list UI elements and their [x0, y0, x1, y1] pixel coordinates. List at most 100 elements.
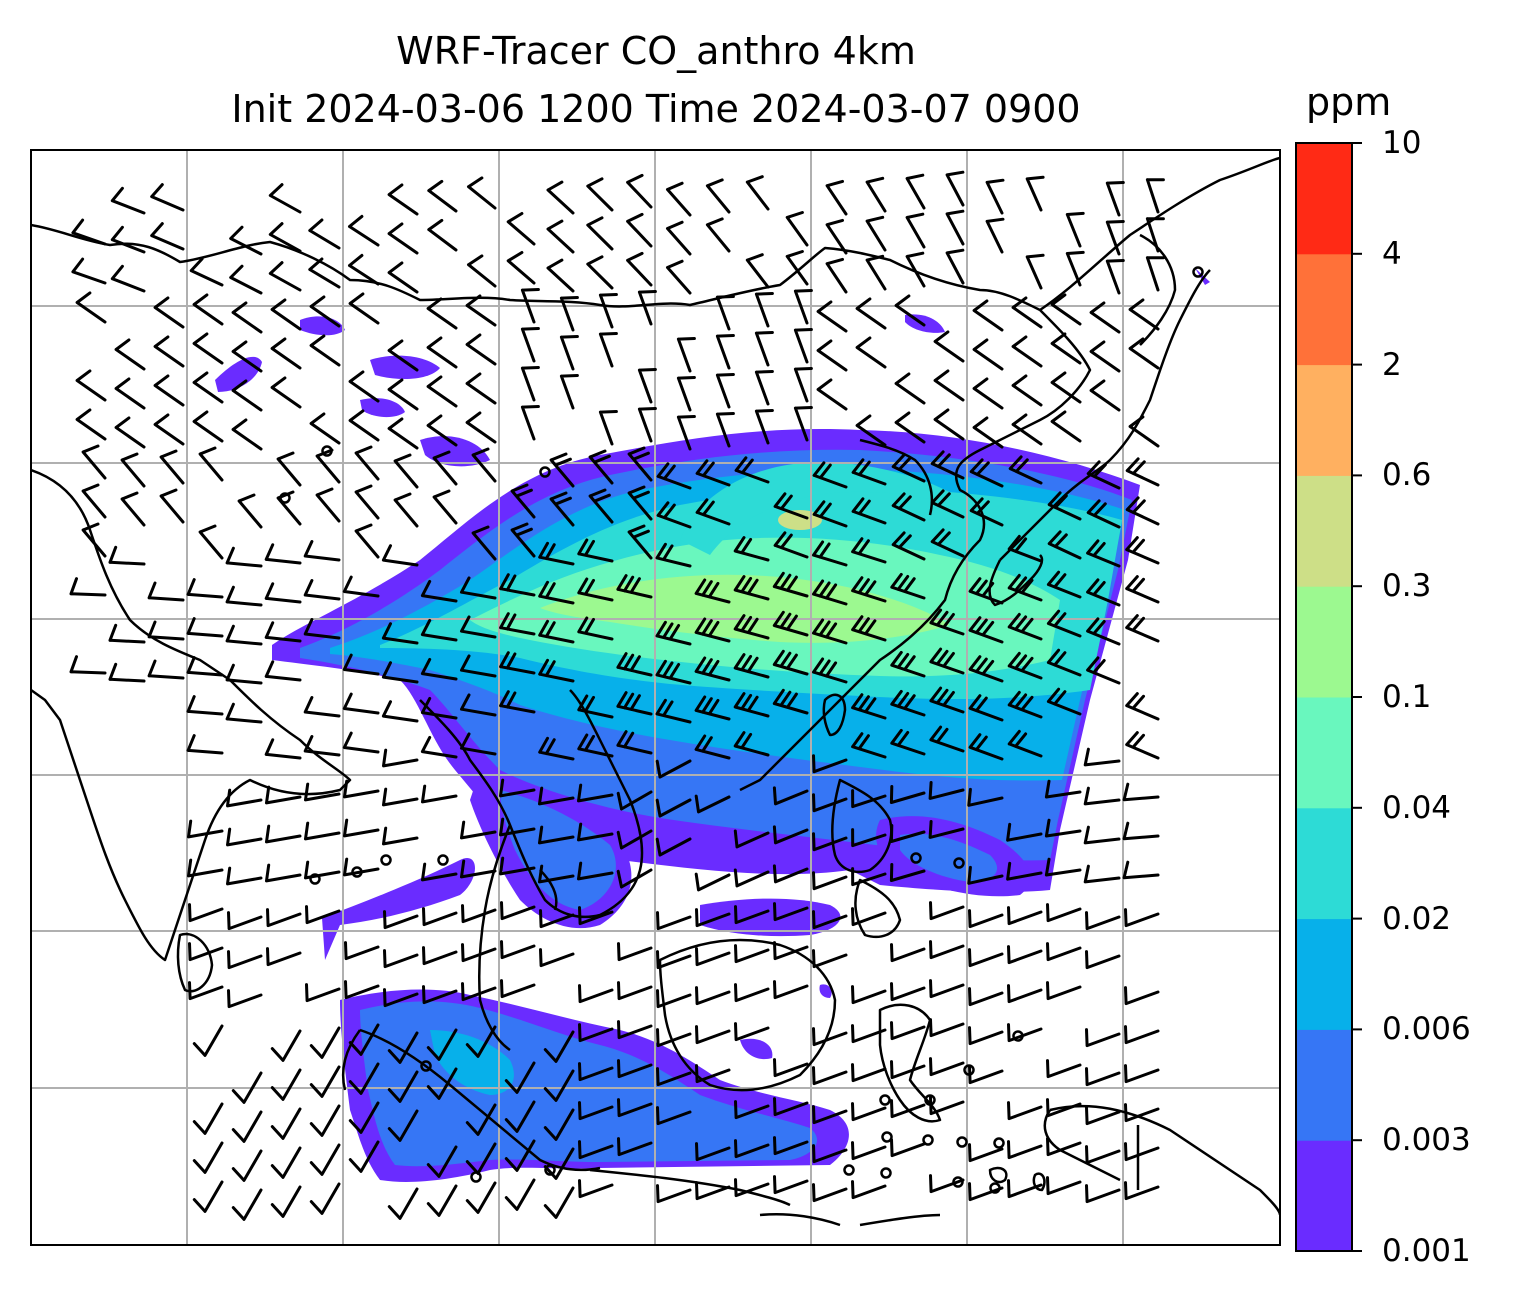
wind-barb	[772, 688, 809, 715]
wind-barb	[153, 374, 185, 407]
wind-barb	[972, 377, 1004, 410]
wind-barb	[309, 1065, 341, 1098]
wind-barb	[754, 370, 774, 406]
wind-barb	[865, 254, 887, 291]
wind-barb	[1007, 729, 1043, 758]
wind-barb	[110, 186, 146, 215]
wind-barb	[265, 785, 302, 805]
wind-barb	[387, 222, 419, 255]
wind-barb	[188, 903, 224, 923]
wind-barb	[1085, 1067, 1121, 1087]
wind-barb	[928, 781, 965, 800]
wind-barb	[930, 489, 965, 519]
wind-barb	[188, 942, 224, 962]
wind-barb	[381, 622, 419, 645]
wind-barb	[734, 983, 770, 1003]
wind-barb	[460, 820, 497, 840]
wind-barb	[616, 691, 653, 716]
wind-barb	[733, 731, 770, 757]
wind-barb	[586, 255, 614, 290]
wind-barb	[1046, 903, 1082, 923]
wind-barb	[192, 1102, 224, 1135]
wind-barb	[110, 225, 146, 254]
wind-barb	[1065, 211, 1085, 248]
wind-barb	[500, 901, 536, 921]
wind-barb	[1046, 687, 1082, 716]
wind-barb	[1007, 651, 1043, 680]
colorbar-segment	[1296, 253, 1352, 366]
wind-barb	[890, 728, 926, 756]
wind-barb	[1011, 296, 1043, 329]
wind-barb	[734, 456, 770, 484]
wind-barb	[427, 179, 458, 213]
wind-barb	[616, 868, 653, 889]
wind-barb	[1089, 379, 1121, 412]
colorbar-tick-label: 0.04	[1382, 789, 1452, 826]
wind-barb	[231, 1071, 263, 1104]
wind-barb	[588, 449, 614, 485]
wind-barb	[773, 902, 809, 922]
wind-barb	[1085, 911, 1121, 931]
wind-barb	[344, 941, 380, 961]
wind-barb	[578, 984, 614, 1004]
colorbar-segment	[1296, 918, 1352, 1030]
wind-barb	[812, 461, 848, 489]
wind-barb	[426, 375, 458, 408]
wind-barb	[231, 340, 263, 373]
colorbar-tick-label: 0.001	[1382, 1233, 1471, 1269]
wind-barb	[237, 493, 263, 529]
wind-barb	[695, 1025, 731, 1045]
wind-barb	[865, 176, 887, 213]
wind-barb	[266, 908, 302, 928]
wind-barb	[387, 183, 419, 216]
wind-barb	[1086, 656, 1121, 685]
wind-barb	[348, 214, 380, 247]
wind-barb	[616, 730, 653, 755]
wind-barb	[666, 259, 692, 295]
wind-barb	[929, 1057, 965, 1077]
wind-barb	[933, 408, 965, 441]
wind-barb	[851, 1141, 887, 1161]
wind-barb	[945, 248, 965, 285]
wind-barb	[75, 408, 107, 441]
wind-barb	[812, 832, 848, 852]
wind-barb	[110, 264, 146, 293]
wind-barb	[1044, 818, 1082, 838]
wind-barb	[894, 372, 926, 405]
wind-barb	[188, 981, 224, 1001]
wind-barb	[656, 1028, 692, 1048]
wind-barb	[467, 254, 497, 288]
wind-barb	[538, 864, 575, 884]
wind-barb	[465, 1103, 497, 1136]
wind-barb	[637, 290, 657, 326]
wind-barb	[539, 948, 575, 968]
wind-barb	[812, 618, 848, 645]
wind-barb	[577, 616, 614, 641]
wind-barb	[348, 292, 380, 325]
wind-barb	[929, 608, 965, 636]
wind-barb	[1025, 253, 1045, 290]
wind-barb	[851, 985, 887, 1005]
wind-barb	[695, 459, 731, 487]
wind-barb	[889, 785, 926, 804]
wind-barb	[354, 445, 380, 481]
wind-barb	[150, 183, 185, 212]
wind-barb	[383, 988, 419, 1008]
wind-barb	[812, 949, 848, 969]
wind-barb	[894, 294, 926, 327]
wind-barb	[812, 871, 848, 891]
wind-barb	[655, 659, 692, 685]
wind-barb	[929, 940, 965, 960]
wind-barb	[785, 250, 809, 286]
wind-barb	[265, 863, 302, 883]
wind-barb	[549, 491, 575, 527]
wind-barb	[905, 173, 926, 210]
wind-barb	[1007, 945, 1043, 965]
wind-barb	[1122, 860, 1160, 880]
wind-barb	[851, 615, 887, 642]
wind-barb	[153, 413, 185, 446]
wind-barb	[309, 412, 341, 445]
wind-barb	[520, 366, 540, 402]
wind-barb	[1065, 250, 1085, 287]
wind-barb	[851, 828, 887, 848]
